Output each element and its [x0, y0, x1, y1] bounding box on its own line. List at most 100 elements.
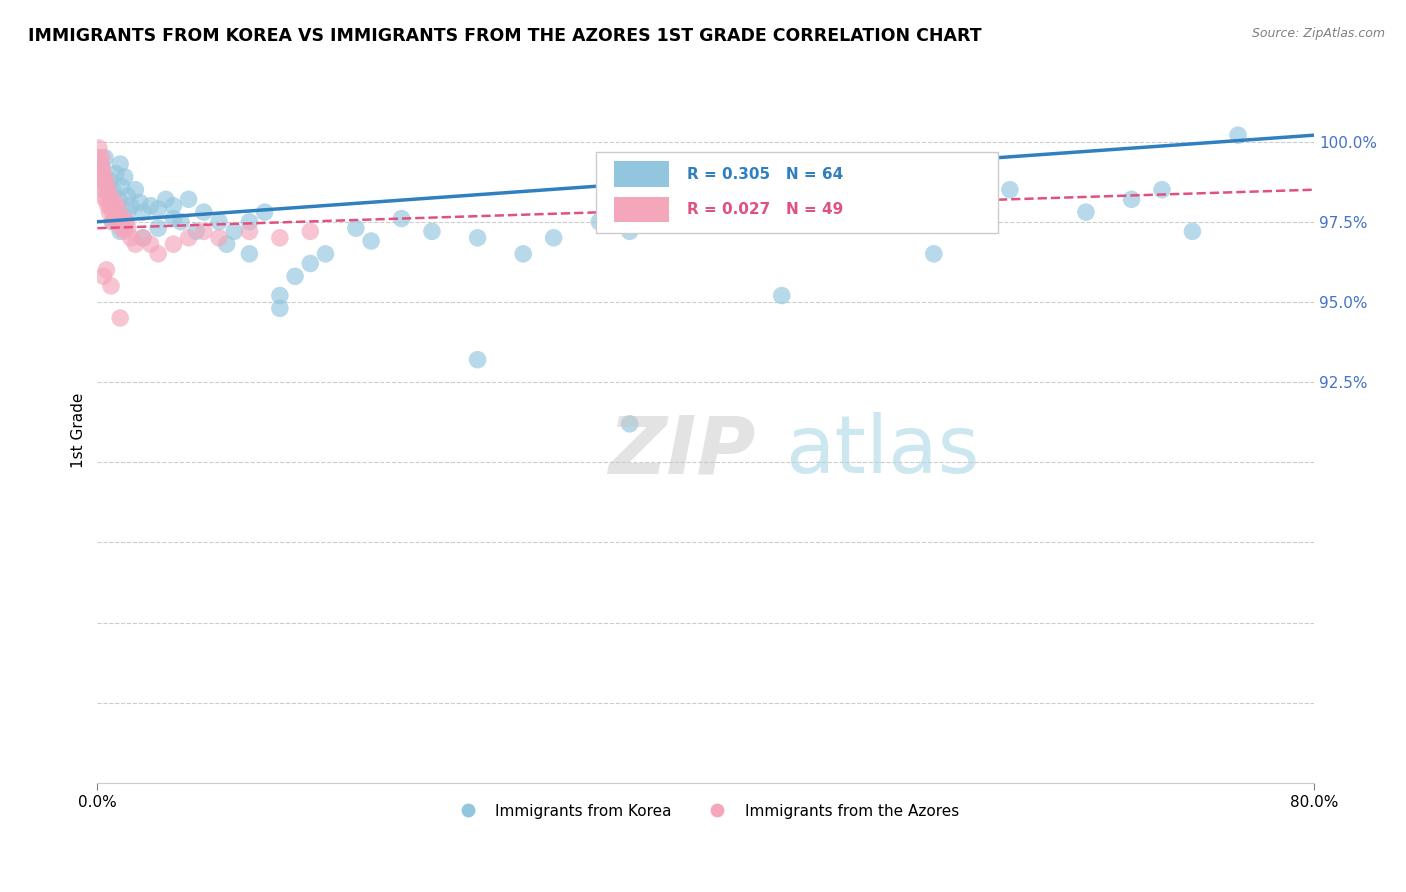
- Point: [89, 167, 111, 181]
- Point: [238, 215, 260, 229]
- Point: [512, 247, 534, 261]
- Point: [97, 183, 120, 197]
- Point: [148, 221, 170, 235]
- Point: [96, 176, 118, 190]
- Point: [269, 301, 291, 316]
- Point: [98, 173, 121, 187]
- Text: R = 0.305   N = 64: R = 0.305 N = 64: [688, 167, 844, 182]
- Point: [619, 224, 641, 238]
- Point: [101, 205, 124, 219]
- Point: [139, 237, 162, 252]
- Point: [725, 199, 748, 213]
- Point: [467, 231, 489, 245]
- Point: [148, 202, 170, 216]
- Point: [1150, 183, 1173, 197]
- Point: [100, 199, 122, 213]
- Legend: Immigrants from Korea, Immigrants from the Azores: Immigrants from Korea, Immigrants from t…: [446, 797, 966, 825]
- Point: [238, 247, 260, 261]
- Point: [193, 205, 215, 219]
- Point: [170, 215, 193, 229]
- Point: [815, 215, 838, 229]
- Point: [269, 231, 291, 245]
- Point: [148, 247, 170, 261]
- Point: [90, 151, 112, 165]
- Point: [89, 157, 111, 171]
- FancyBboxPatch shape: [614, 161, 669, 186]
- Point: [344, 221, 367, 235]
- Point: [114, 169, 136, 184]
- FancyBboxPatch shape: [614, 197, 669, 222]
- Point: [90, 160, 112, 174]
- Point: [208, 215, 231, 229]
- Point: [177, 192, 200, 206]
- Point: [120, 199, 142, 213]
- Point: [90, 160, 112, 174]
- Point: [94, 173, 117, 187]
- Point: [770, 288, 793, 302]
- Point: [101, 183, 124, 197]
- Point: [101, 215, 124, 229]
- Point: [177, 231, 200, 245]
- Point: [162, 211, 184, 226]
- Point: [155, 192, 177, 206]
- Point: [101, 192, 124, 206]
- Point: [1227, 128, 1250, 143]
- Text: Source: ZipAtlas.com: Source: ZipAtlas.com: [1251, 27, 1385, 40]
- Point: [770, 205, 793, 219]
- Point: [94, 151, 117, 165]
- Point: [129, 195, 152, 210]
- Point: [162, 237, 184, 252]
- Point: [124, 183, 146, 197]
- Point: [108, 157, 131, 171]
- Point: [299, 256, 322, 270]
- Point: [98, 205, 121, 219]
- Point: [97, 199, 120, 213]
- Text: atlas: atlas: [785, 412, 979, 491]
- Point: [193, 224, 215, 238]
- Point: [360, 234, 382, 248]
- Point: [87, 151, 110, 165]
- Point: [98, 189, 121, 203]
- Point: [93, 167, 115, 181]
- Point: [107, 205, 129, 219]
- Point: [299, 224, 322, 238]
- Point: [922, 199, 945, 213]
- Point: [93, 183, 115, 197]
- Point: [117, 189, 139, 203]
- Point: [314, 247, 336, 261]
- Point: [186, 224, 208, 238]
- Point: [284, 269, 307, 284]
- Point: [117, 221, 139, 235]
- Point: [115, 215, 138, 229]
- Point: [208, 231, 231, 245]
- Point: [111, 221, 134, 235]
- Point: [101, 215, 124, 229]
- Point: [108, 310, 131, 325]
- Point: [922, 247, 945, 261]
- Point: [588, 215, 610, 229]
- Point: [108, 215, 131, 229]
- Point: [224, 224, 246, 238]
- Point: [94, 192, 117, 206]
- Point: [543, 231, 565, 245]
- Point: [215, 237, 238, 252]
- FancyBboxPatch shape: [596, 152, 998, 233]
- Point: [105, 199, 128, 213]
- Text: R = 0.027   N = 49: R = 0.027 N = 49: [688, 202, 844, 217]
- Point: [112, 211, 135, 226]
- Point: [124, 237, 146, 252]
- Point: [253, 205, 276, 219]
- Point: [96, 263, 118, 277]
- Text: ZIP: ZIP: [609, 412, 756, 491]
- Point: [420, 224, 443, 238]
- Point: [1181, 224, 1204, 238]
- Point: [104, 167, 127, 181]
- Point: [108, 224, 131, 238]
- Point: [132, 231, 155, 245]
- Point: [96, 192, 118, 206]
- Point: [105, 215, 128, 229]
- Point: [846, 199, 869, 213]
- Point: [117, 205, 139, 219]
- Point: [87, 141, 110, 155]
- Y-axis label: 1st Grade: 1st Grade: [72, 392, 86, 468]
